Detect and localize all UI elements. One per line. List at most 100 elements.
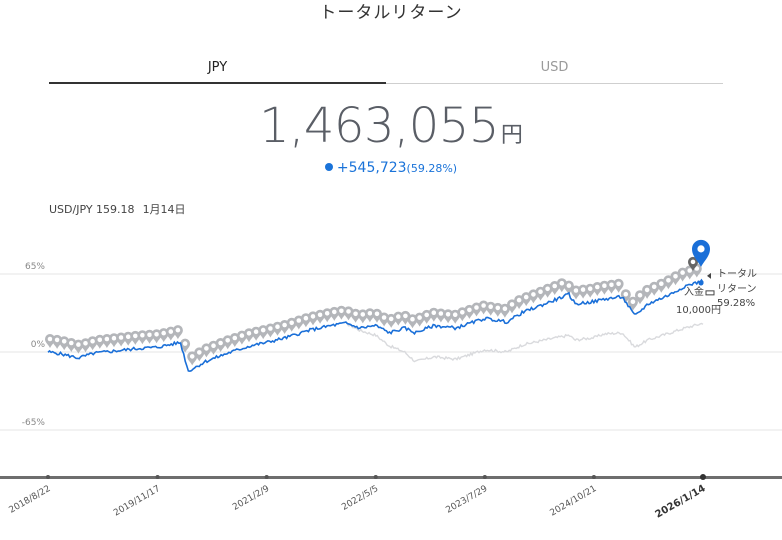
deposit-marker-icon xyxy=(66,338,77,352)
deposit-marker-icon xyxy=(428,307,439,322)
deposit-marker-icon xyxy=(187,351,198,366)
marker-dot xyxy=(531,292,536,297)
x-axis-line xyxy=(0,476,782,479)
deposit-marker-icon xyxy=(343,306,354,321)
marker-dot xyxy=(481,303,486,308)
marker-dot xyxy=(388,316,394,322)
x-axis-tick xyxy=(155,475,160,479)
total-value: 1,463,055円 xyxy=(0,98,782,154)
marker-dot xyxy=(367,311,373,316)
marker-dot xyxy=(324,311,330,316)
marker-dot xyxy=(396,314,401,319)
y-tick-label: -65% xyxy=(22,418,46,428)
current-pin-dot xyxy=(697,245,705,253)
marker-dot xyxy=(104,336,110,342)
marker-dot xyxy=(587,286,593,291)
marker-dot xyxy=(83,341,88,346)
total-amount: 1,463,055 xyxy=(259,98,499,154)
marker-dot xyxy=(467,307,472,313)
deposit-marker-icon xyxy=(350,308,361,323)
legend-deposit-icon xyxy=(705,290,715,296)
marker-dot xyxy=(452,312,458,317)
marker-dot xyxy=(609,282,614,288)
legend-deposit-label: 入金 xyxy=(684,285,704,298)
marker-dot xyxy=(374,311,380,317)
marker-dot xyxy=(644,287,650,293)
deposit-marker-icon xyxy=(556,278,567,293)
legend-return-arrow-icon xyxy=(707,272,711,279)
delta-dot-icon xyxy=(324,163,333,171)
x-axis-tick xyxy=(373,475,378,479)
marker-dot xyxy=(111,335,117,341)
delta-percent: (59.28%) xyxy=(406,162,458,175)
x-axis-tick xyxy=(46,475,50,479)
marker-dot xyxy=(360,312,366,317)
deposit-marker-icon xyxy=(635,290,645,305)
marker-dot xyxy=(303,315,309,321)
total-unit: 円 xyxy=(500,123,523,148)
deposit-marker-icon xyxy=(627,296,638,311)
deposit-marker-icon xyxy=(364,308,375,323)
marker-dot xyxy=(694,266,700,271)
marker-dot xyxy=(218,340,223,346)
marker-dot xyxy=(509,302,515,307)
marker-dot xyxy=(225,338,230,343)
marker-dot xyxy=(197,350,202,355)
chart-annotation: トータル リターン 59.28% 入金 10,000円 xyxy=(676,268,757,316)
return-chart[interactable]: 65% 0% -65% 2018/8/22 2019/11/17 2021/2/9 202… xyxy=(0,215,782,540)
tab-usd[interactable]: USD xyxy=(386,56,723,84)
currency-tabs: JPY USD xyxy=(49,56,723,84)
marker-dot xyxy=(495,305,501,311)
x-axis-tick xyxy=(264,475,269,479)
x-tick-label: 2018/8/22 xyxy=(8,484,53,516)
delta-amount: +545,723 xyxy=(336,160,407,176)
marker-dot xyxy=(182,341,188,346)
marker-dot xyxy=(602,283,607,288)
marker-dot xyxy=(687,268,692,273)
deposit-marker-icon xyxy=(336,305,347,320)
marker-dot xyxy=(161,330,166,336)
x-axis-tick xyxy=(482,475,487,479)
deposit-marker-icon xyxy=(194,347,205,362)
return-delta: +545,723(59.28%) xyxy=(0,160,782,176)
marker-dot xyxy=(431,310,437,315)
marker-dot xyxy=(502,306,508,311)
x-tick-label: 2023/7/29 xyxy=(444,484,489,516)
marker-dot xyxy=(140,332,145,338)
marker-dot xyxy=(474,305,479,310)
marker-dot xyxy=(211,343,216,348)
deposit-marker-icon xyxy=(663,275,674,290)
marker-dot xyxy=(651,284,657,290)
marker-dot xyxy=(673,274,678,279)
marker-dot xyxy=(310,314,316,319)
marker-dot xyxy=(417,315,422,320)
marker-dot xyxy=(76,342,81,347)
marker-dot xyxy=(623,291,629,297)
x-axis-tick xyxy=(591,475,596,479)
marker-dot xyxy=(666,278,671,283)
current-position-pin-icon xyxy=(692,239,710,267)
deposit-marker-icon xyxy=(45,334,55,348)
marker-dot xyxy=(97,337,103,343)
tab-jpy[interactable]: JPY xyxy=(49,56,386,84)
marker-dot xyxy=(69,340,74,346)
x-tick-label: 2021/2/9 xyxy=(231,484,271,513)
deposit-marker-icon xyxy=(435,308,446,323)
marker-dot xyxy=(168,329,174,334)
fx-rate: USD/JPY 159.18 1月14日 xyxy=(49,201,186,217)
marker-dot xyxy=(488,304,493,309)
page-title: トータルリターン xyxy=(319,3,463,23)
marker-dot xyxy=(353,311,358,317)
marker-dot xyxy=(410,316,415,322)
y-tick-label: 0% xyxy=(31,340,46,350)
deposit-marker-icon xyxy=(400,310,411,325)
marker-dot xyxy=(253,329,259,334)
benchmark-line xyxy=(345,321,704,363)
marker-dot xyxy=(346,309,351,314)
marker-dot xyxy=(445,312,451,317)
deposit-marker-icon xyxy=(52,334,63,349)
deposit-marker-icon xyxy=(563,280,574,295)
deposit-marker-icon xyxy=(507,299,517,314)
marker-dot xyxy=(296,318,302,323)
x-tick-label: 2022/5/5 xyxy=(340,484,380,513)
